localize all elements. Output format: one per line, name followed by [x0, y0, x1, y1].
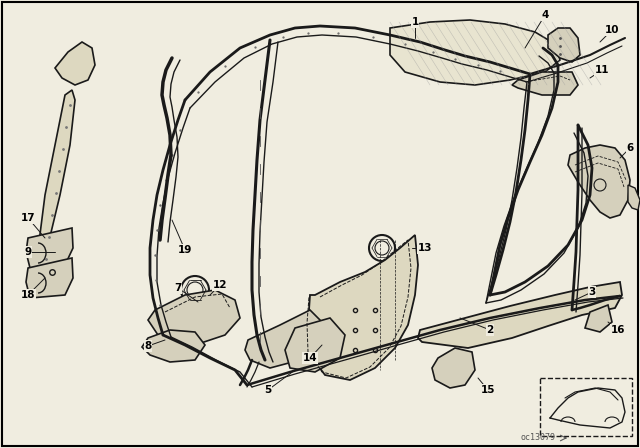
Polygon shape	[26, 228, 73, 268]
Polygon shape	[512, 72, 578, 95]
Polygon shape	[308, 235, 418, 380]
Polygon shape	[628, 185, 640, 210]
Text: 8: 8	[145, 341, 152, 351]
Text: 14: 14	[303, 353, 317, 363]
Polygon shape	[26, 258, 73, 298]
Polygon shape	[568, 145, 630, 218]
Text: 13: 13	[418, 243, 432, 253]
Polygon shape	[418, 282, 622, 348]
Polygon shape	[55, 42, 95, 85]
Text: 3: 3	[588, 287, 596, 297]
Text: 1: 1	[412, 17, 419, 27]
Polygon shape	[390, 20, 560, 85]
Text: 9: 9	[24, 247, 31, 257]
Text: 19: 19	[178, 245, 192, 255]
Polygon shape	[245, 310, 325, 368]
Text: 16: 16	[611, 325, 625, 335]
Polygon shape	[285, 318, 345, 372]
Polygon shape	[142, 330, 205, 362]
Text: 7: 7	[174, 283, 182, 293]
Bar	[540, 378, 632, 436]
Polygon shape	[585, 305, 612, 332]
Text: 15: 15	[481, 385, 495, 395]
Polygon shape	[148, 290, 240, 345]
Text: 2: 2	[486, 325, 493, 335]
Text: 17: 17	[20, 213, 35, 223]
Text: 5: 5	[264, 385, 271, 395]
Polygon shape	[432, 348, 475, 388]
Polygon shape	[38, 90, 75, 290]
Text: 10: 10	[605, 25, 620, 35]
Text: 11: 11	[595, 65, 609, 75]
Text: 12: 12	[212, 280, 227, 290]
Text: 4: 4	[541, 10, 548, 20]
Polygon shape	[548, 28, 580, 62]
Text: oc13079: oc13079	[520, 433, 556, 442]
Text: 6: 6	[627, 143, 634, 153]
Text: 18: 18	[20, 290, 35, 300]
